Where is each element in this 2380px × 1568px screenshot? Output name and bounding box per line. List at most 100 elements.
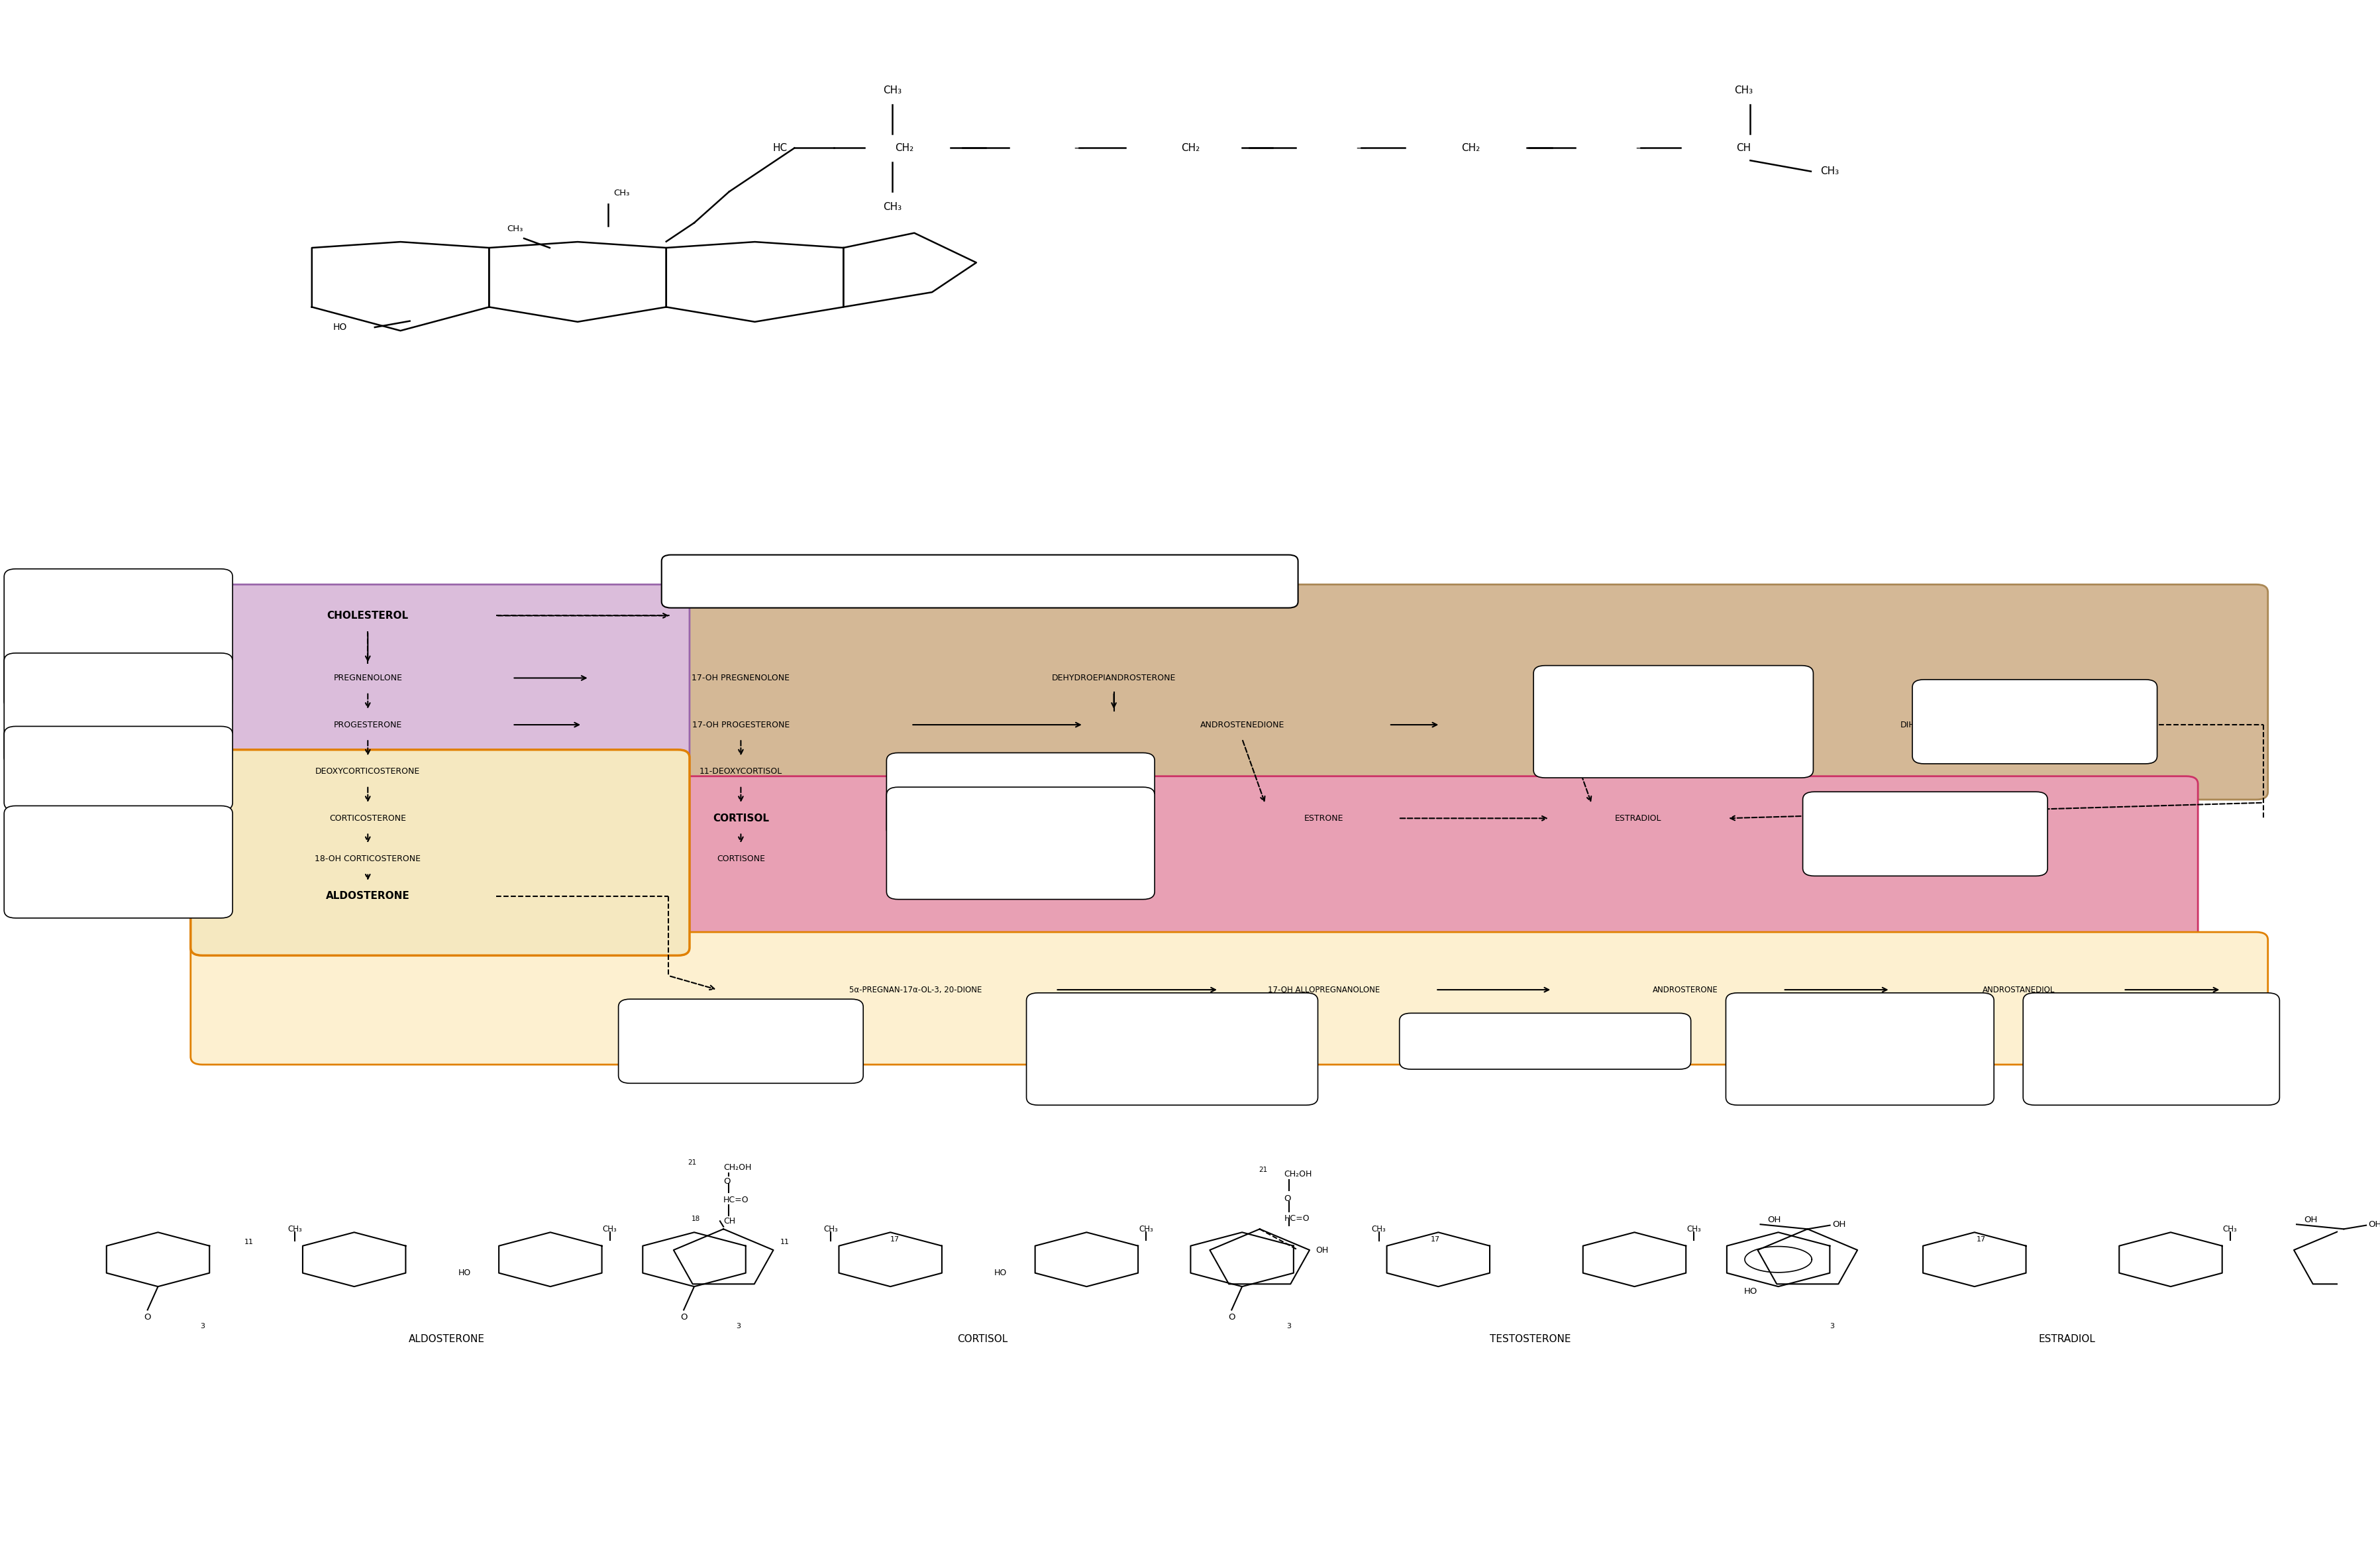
Text: OH: OH	[2304, 1215, 2318, 1225]
Text: CH₃: CH₃	[1821, 166, 1840, 176]
Text: StAR+
CHOLESTEROL SIDE
CHAIN CLEAVAGE
(CYP11A1): StAR+ CHOLESTEROL SIDE CHAIN CLEAVAGE (C…	[83, 624, 152, 654]
Text: CH₂OH: CH₂OH	[1285, 1170, 1311, 1179]
Text: ALDOSTERONE
SYNTHASE
(CYP11B2): ALDOSTERONE SYNTHASE (CYP11B2)	[93, 851, 145, 873]
Text: O: O	[1228, 1312, 1235, 1322]
Text: CORTICOSTERONE: CORTICOSTERONE	[328, 814, 407, 823]
Text: HO: HO	[995, 1269, 1007, 1278]
Text: CH₃: CH₃	[883, 202, 902, 212]
FancyBboxPatch shape	[657, 776, 2199, 955]
FancyBboxPatch shape	[619, 999, 864, 1083]
FancyBboxPatch shape	[190, 585, 690, 955]
Text: 11: 11	[245, 1239, 255, 1245]
Text: 17,20-LYASE (CYP17A1): 17,20-LYASE (CYP17A1)	[1504, 1038, 1585, 1044]
FancyBboxPatch shape	[1802, 792, 2047, 877]
Text: HC: HC	[774, 143, 788, 154]
Text: 3: 3	[1285, 1323, 1290, 1330]
FancyBboxPatch shape	[190, 750, 690, 955]
FancyBboxPatch shape	[5, 652, 233, 765]
Text: CH₃: CH₃	[1687, 1225, 1702, 1234]
Text: CORTISONE: CORTISONE	[716, 855, 764, 862]
Text: CH₂: CH₂	[895, 143, 914, 154]
Text: HO: HO	[333, 323, 347, 332]
Text: OH: OH	[1316, 1245, 1328, 1254]
FancyBboxPatch shape	[5, 726, 233, 811]
Text: CH: CH	[724, 1217, 735, 1226]
FancyBboxPatch shape	[1914, 679, 2156, 764]
FancyBboxPatch shape	[1399, 1013, 1690, 1069]
Text: 3: 3	[200, 1323, 205, 1330]
Text: ALDOSTERONE: ALDOSTERONE	[409, 1334, 486, 1344]
Text: CH₂: CH₂	[1180, 143, 1200, 154]
FancyBboxPatch shape	[5, 569, 233, 709]
Text: DEHYDROEPIANDROSTERONE: DEHYDROEPIANDROSTERONE	[1052, 674, 1176, 682]
Text: CORTISOL: CORTISOL	[712, 814, 769, 823]
Text: O: O	[681, 1312, 688, 1322]
Text: 5α-REDUCTASE-1
(SRD5A1): 5α-REDUCTASE-1 (SRD5A1)	[712, 1033, 771, 1049]
Text: CH₃: CH₃	[883, 85, 902, 96]
Text: CORTISOL: CORTISOL	[957, 1334, 1009, 1344]
Text: CH₃: CH₃	[1735, 85, 1752, 96]
Text: 11-DEOXYCORTISOL: 11-DEOXYCORTISOL	[700, 767, 783, 776]
Text: OH: OH	[1768, 1215, 1780, 1225]
Text: 3: 3	[1830, 1323, 1835, 1330]
Text: DEOXYCORTICOSTERONE: DEOXYCORTICOSTERONE	[317, 767, 421, 776]
Text: TESTOSTERONE: TESTOSTERONE	[1490, 1334, 1571, 1344]
Text: ESTRADIOL: ESTRADIOL	[2037, 1334, 2094, 1344]
FancyBboxPatch shape	[1026, 993, 1319, 1105]
Text: O: O	[145, 1312, 150, 1322]
Text: 17: 17	[1430, 1236, 1440, 1242]
Text: 17α-HYDROXYLASE      (CYP17A1)      17, 20-LYASE: 17α-HYDROXYLASE (CYP17A1) 17, 20-LYASE	[883, 577, 1078, 586]
Text: 11β-HYDROXYLASE
(CYP11B1): 11β-HYDROXYLASE (CYP11B1)	[988, 787, 1054, 803]
Text: DIHYDROTESTOSTERONE: DIHYDROTESTOSTERONE	[1899, 720, 2006, 729]
Text: 17-OH PREGNENOLONE: 17-OH PREGNENOLONE	[693, 674, 790, 682]
Text: OH: OH	[1833, 1220, 1845, 1229]
FancyBboxPatch shape	[190, 931, 2268, 1065]
Text: AROMATASE
(CYP19A1): AROMATASE (CYP19A1)	[1904, 826, 1947, 840]
Text: 3β-HYDROXYSTEROID
DEHYDROGENASE
(HSD3B2): 3β-HYDROXYSTEROID DEHYDROGENASE (HSD3B2)	[81, 698, 155, 720]
Text: CH: CH	[1735, 143, 1752, 154]
Text: O: O	[1285, 1195, 1290, 1203]
Text: TESTOSTERONE: TESTOSTERONE	[1535, 720, 1602, 729]
Text: 11β-HYDROXYSTEROID
DEHYDROGENASE
(HSD11B2): 11β-HYDROXYSTEROID DEHYDROGENASE (HSD11B…	[981, 833, 1059, 855]
Text: CH₃: CH₃	[288, 1225, 302, 1234]
Text: HO: HO	[1745, 1287, 1756, 1295]
FancyBboxPatch shape	[662, 555, 1297, 608]
Text: PROGESTERONE: PROGESTERONE	[333, 720, 402, 729]
Text: CHOLESTEROL: CHOLESTEROL	[326, 610, 409, 621]
Text: 17-KETOSTEROID
REDUCTASE
(HSD17B5)(AKR1C3): 17-KETOSTEROID REDUCTASE (HSD17B5)(AKR1C…	[1637, 710, 1709, 732]
Text: CH₃: CH₃	[823, 1225, 838, 1234]
Text: ANDROSTANEDIOL: ANDROSTANEDIOL	[1983, 985, 2054, 994]
Text: 17: 17	[1975, 1236, 1985, 1242]
FancyBboxPatch shape	[657, 585, 2268, 800]
Text: CH₃: CH₃	[1371, 1225, 1385, 1234]
Text: HC=O: HC=O	[1285, 1215, 1309, 1223]
Text: 21: 21	[688, 1159, 697, 1167]
Text: CH₃: CH₃	[2223, 1225, 2237, 1234]
Text: —: —	[1635, 143, 1647, 154]
Text: 3α-HYDROXYSTEROID
DEHYDROGENASE
(HSD17B6): 3α-HYDROXYSTEROID DEHYDROGENASE (HSD17B6…	[2113, 1038, 2190, 1060]
Text: 3: 3	[735, 1323, 740, 1330]
Text: PREGNENOLONE: PREGNENOLONE	[333, 674, 402, 682]
Text: CH₃: CH₃	[614, 188, 631, 198]
Text: ANDROSTERONE: ANDROSTERONE	[1652, 985, 1718, 994]
Text: CH₂: CH₂	[1461, 143, 1480, 154]
Text: 5α-PREGNAN-17α-OL-3, 20-DIONE: 5α-PREGNAN-17α-OL-3, 20-DIONE	[850, 985, 983, 994]
Text: —: —	[1357, 143, 1366, 154]
Text: ANDROSTENEDIONE: ANDROSTENEDIONE	[1200, 720, 1285, 729]
FancyBboxPatch shape	[1533, 665, 1814, 778]
Text: 3α-HYDROXYSTEROID
DEHYDROGENASE
(AKR1C2 and AKR1C4): 3α-HYDROXYSTEROID DEHYDROGENASE (AKR1C2 …	[1133, 1038, 1211, 1060]
Text: HC=O: HC=O	[724, 1196, 750, 1204]
Text: 17: 17	[890, 1236, 900, 1242]
Text: 17-OH PROGESTERONE: 17-OH PROGESTERONE	[693, 720, 790, 729]
Text: ESTRONE: ESTRONE	[1304, 814, 1342, 823]
Text: 18-OH CORTICOSTERONE: 18-OH CORTICOSTERONE	[314, 855, 421, 862]
Text: —: —	[1073, 143, 1083, 154]
FancyBboxPatch shape	[1726, 993, 1994, 1105]
Text: 11: 11	[781, 1239, 790, 1245]
Text: 21-HYDROXYLASE
(CYP21A2): 21-HYDROXYLASE (CYP21A2)	[88, 760, 150, 776]
Text: ESTRADIOL: ESTRADIOL	[1616, 814, 1661, 823]
Text: 17-OH ALLOPREGNANOLONE: 17-OH ALLOPREGNANOLONE	[1269, 985, 1380, 994]
Text: 17-KETOSTEROID
REDUCTASE
(HSD17B5)(AKR1C1/3): 17-KETOSTEROID REDUCTASE (HSD17B5)(AKR1C…	[1821, 1038, 1899, 1060]
FancyBboxPatch shape	[885, 787, 1154, 900]
Text: HO: HO	[457, 1269, 471, 1278]
